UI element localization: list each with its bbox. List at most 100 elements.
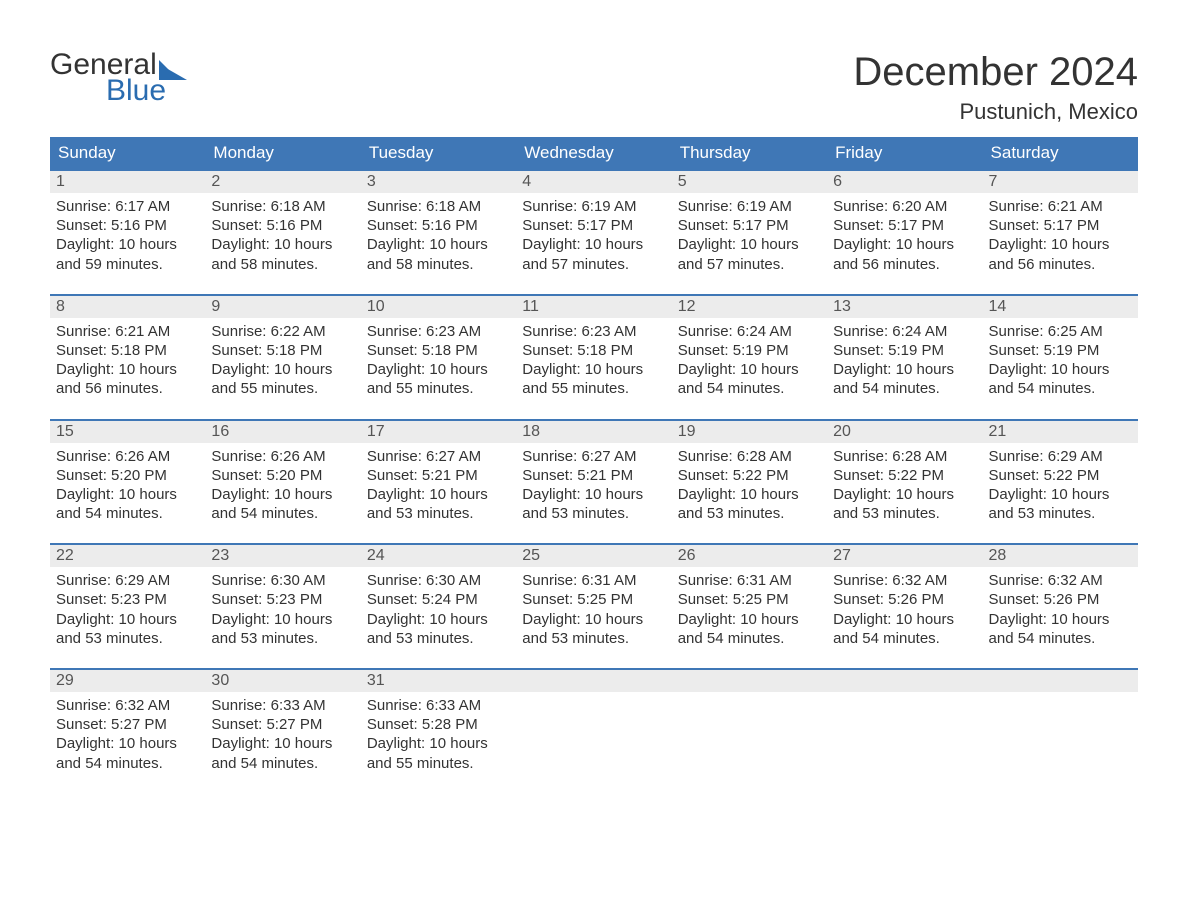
weekday-mon: Monday xyxy=(205,137,360,169)
sunset-line: Sunset: 5:26 PM xyxy=(989,590,1132,609)
day-details: Sunrise: 6:31 AMSunset: 5:25 PMDaylight:… xyxy=(516,567,671,654)
day-details: Sunrise: 6:23 AMSunset: 5:18 PMDaylight:… xyxy=(516,318,671,405)
day-details: Sunrise: 6:32 AMSunset: 5:26 PMDaylight:… xyxy=(983,567,1138,654)
daylight-line: Daylight: 10 hours and 53 minutes. xyxy=(989,485,1132,523)
sunrise-line: Sunrise: 6:28 AM xyxy=(833,447,976,466)
calendar-day: 31Sunrise: 6:33 AMSunset: 5:28 PMDayligh… xyxy=(361,670,516,779)
sunset-line: Sunset: 5:17 PM xyxy=(678,216,821,235)
day-details: Sunrise: 6:27 AMSunset: 5:21 PMDaylight:… xyxy=(516,443,671,530)
sunset-line: Sunset: 5:16 PM xyxy=(367,216,510,235)
calendar-day: 21Sunrise: 6:29 AMSunset: 5:22 PMDayligh… xyxy=(983,421,1138,530)
daylight-line: Daylight: 10 hours and 56 minutes. xyxy=(56,360,199,398)
weekday-sat: Saturday xyxy=(983,137,1138,169)
sunrise-line: Sunrise: 6:24 AM xyxy=(833,322,976,341)
calendar-day: 5Sunrise: 6:19 AMSunset: 5:17 PMDaylight… xyxy=(672,171,827,280)
day-details: Sunrise: 6:27 AMSunset: 5:21 PMDaylight:… xyxy=(361,443,516,530)
weekday-tue: Tuesday xyxy=(361,137,516,169)
day-number: 24 xyxy=(361,545,516,567)
day-details: Sunrise: 6:26 AMSunset: 5:20 PMDaylight:… xyxy=(50,443,205,530)
calendar-day: 29Sunrise: 6:32 AMSunset: 5:27 PMDayligh… xyxy=(50,670,205,779)
calendar-day: 13Sunrise: 6:24 AMSunset: 5:19 PMDayligh… xyxy=(827,296,982,405)
daylight-line: Daylight: 10 hours and 56 minutes. xyxy=(833,235,976,273)
calendar-week: 15Sunrise: 6:26 AMSunset: 5:20 PMDayligh… xyxy=(50,419,1138,530)
sunrise-line: Sunrise: 6:23 AM xyxy=(522,322,665,341)
daylight-line: Daylight: 10 hours and 54 minutes. xyxy=(211,734,354,772)
daylight-line: Daylight: 10 hours and 54 minutes. xyxy=(56,485,199,523)
sunrise-line: Sunrise: 6:19 AM xyxy=(522,197,665,216)
day-details: Sunrise: 6:33 AMSunset: 5:27 PMDaylight:… xyxy=(205,692,360,779)
calendar-week: 1Sunrise: 6:17 AMSunset: 5:16 PMDaylight… xyxy=(50,169,1138,280)
day-details: Sunrise: 6:32 AMSunset: 5:27 PMDaylight:… xyxy=(50,692,205,779)
sunset-line: Sunset: 5:22 PM xyxy=(989,466,1132,485)
daylight-line: Daylight: 10 hours and 54 minutes. xyxy=(989,610,1132,648)
sunrise-line: Sunrise: 6:23 AM xyxy=(367,322,510,341)
day-details: Sunrise: 6:29 AMSunset: 5:23 PMDaylight:… xyxy=(50,567,205,654)
sunrise-line: Sunrise: 6:24 AM xyxy=(678,322,821,341)
day-number: 10 xyxy=(361,296,516,318)
sunrise-line: Sunrise: 6:27 AM xyxy=(367,447,510,466)
day-details: Sunrise: 6:20 AMSunset: 5:17 PMDaylight:… xyxy=(827,193,982,280)
calendar-day: 20Sunrise: 6:28 AMSunset: 5:22 PMDayligh… xyxy=(827,421,982,530)
day-number: 23 xyxy=(205,545,360,567)
day-number: 19 xyxy=(672,421,827,443)
day-number: 13 xyxy=(827,296,982,318)
location: Pustunich, Mexico xyxy=(853,99,1138,125)
calendar-day: 10Sunrise: 6:23 AMSunset: 5:18 PMDayligh… xyxy=(361,296,516,405)
sunset-line: Sunset: 5:25 PM xyxy=(678,590,821,609)
sunset-line: Sunset: 5:16 PM xyxy=(56,216,199,235)
calendar-day: 18Sunrise: 6:27 AMSunset: 5:21 PMDayligh… xyxy=(516,421,671,530)
sunrise-line: Sunrise: 6:31 AM xyxy=(522,571,665,590)
sunset-line: Sunset: 5:19 PM xyxy=(678,341,821,360)
sunrise-line: Sunrise: 6:32 AM xyxy=(989,571,1132,590)
sunset-line: Sunset: 5:17 PM xyxy=(522,216,665,235)
calendar-day: . xyxy=(983,670,1138,779)
sunrise-line: Sunrise: 6:25 AM xyxy=(989,322,1132,341)
weekday-wed: Wednesday xyxy=(516,137,671,169)
day-number: 30 xyxy=(205,670,360,692)
sunrise-line: Sunrise: 6:26 AM xyxy=(211,447,354,466)
sunset-line: Sunset: 5:16 PM xyxy=(211,216,354,235)
sunset-line: Sunset: 5:28 PM xyxy=(367,715,510,734)
calendar-day: 8Sunrise: 6:21 AMSunset: 5:18 PMDaylight… xyxy=(50,296,205,405)
day-details: Sunrise: 6:28 AMSunset: 5:22 PMDaylight:… xyxy=(827,443,982,530)
calendar-day: 11Sunrise: 6:23 AMSunset: 5:18 PMDayligh… xyxy=(516,296,671,405)
calendar-day: 19Sunrise: 6:28 AMSunset: 5:22 PMDayligh… xyxy=(672,421,827,530)
calendar-day: 27Sunrise: 6:32 AMSunset: 5:26 PMDayligh… xyxy=(827,545,982,654)
sunrise-line: Sunrise: 6:21 AM xyxy=(989,197,1132,216)
day-details: Sunrise: 6:30 AMSunset: 5:24 PMDaylight:… xyxy=(361,567,516,654)
calendar-day: 23Sunrise: 6:30 AMSunset: 5:23 PMDayligh… xyxy=(205,545,360,654)
sunset-line: Sunset: 5:27 PM xyxy=(56,715,199,734)
daylight-line: Daylight: 10 hours and 54 minutes. xyxy=(56,734,199,772)
calendar-day: 1Sunrise: 6:17 AMSunset: 5:16 PMDaylight… xyxy=(50,171,205,280)
day-number: 8 xyxy=(50,296,205,318)
day-number: 31 xyxy=(361,670,516,692)
sunrise-line: Sunrise: 6:18 AM xyxy=(367,197,510,216)
daylight-line: Daylight: 10 hours and 54 minutes. xyxy=(678,360,821,398)
calendar-day: 7Sunrise: 6:21 AMSunset: 5:17 PMDaylight… xyxy=(983,171,1138,280)
day-number: 11 xyxy=(516,296,671,318)
day-number: 5 xyxy=(672,171,827,193)
calendar-day: . xyxy=(672,670,827,779)
day-number: 4 xyxy=(516,171,671,193)
sunrise-line: Sunrise: 6:29 AM xyxy=(56,571,199,590)
day-number: 3 xyxy=(361,171,516,193)
sunset-line: Sunset: 5:18 PM xyxy=(522,341,665,360)
day-number: 14 xyxy=(983,296,1138,318)
day-details: Sunrise: 6:31 AMSunset: 5:25 PMDaylight:… xyxy=(672,567,827,654)
day-number: . xyxy=(827,670,982,692)
day-details: Sunrise: 6:24 AMSunset: 5:19 PMDaylight:… xyxy=(672,318,827,405)
sunrise-line: Sunrise: 6:33 AM xyxy=(211,696,354,715)
sunset-line: Sunset: 5:23 PM xyxy=(211,590,354,609)
calendar-day: 2Sunrise: 6:18 AMSunset: 5:16 PMDaylight… xyxy=(205,171,360,280)
sunset-line: Sunset: 5:23 PM xyxy=(56,590,199,609)
daylight-line: Daylight: 10 hours and 55 minutes. xyxy=(367,360,510,398)
day-number: 26 xyxy=(672,545,827,567)
weekday-fri: Friday xyxy=(827,137,982,169)
calendar-day: 16Sunrise: 6:26 AMSunset: 5:20 PMDayligh… xyxy=(205,421,360,530)
calendar-day: 26Sunrise: 6:31 AMSunset: 5:25 PMDayligh… xyxy=(672,545,827,654)
sunrise-line: Sunrise: 6:32 AM xyxy=(833,571,976,590)
day-number: 9 xyxy=(205,296,360,318)
day-number: 6 xyxy=(827,171,982,193)
calendar-day: 14Sunrise: 6:25 AMSunset: 5:19 PMDayligh… xyxy=(983,296,1138,405)
day-details: Sunrise: 6:26 AMSunset: 5:20 PMDaylight:… xyxy=(205,443,360,530)
